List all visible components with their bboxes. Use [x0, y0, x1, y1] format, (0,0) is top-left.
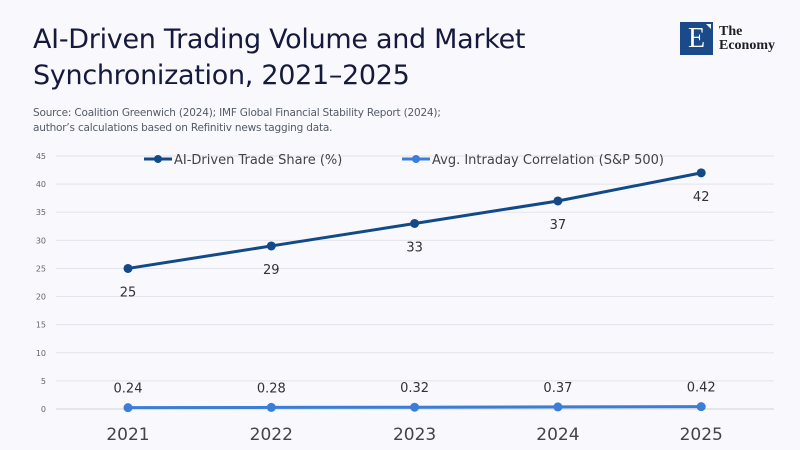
data-point	[553, 402, 563, 412]
legend-label: AI-Driven Trade Share (%)	[174, 153, 342, 168]
y-tick-label: 45	[36, 152, 46, 161]
data-point	[123, 403, 133, 413]
legend-label: Avg. Intraday Correlation (S&P 500)	[432, 153, 664, 168]
data-point	[266, 241, 276, 251]
y-tick-label: 40	[36, 180, 46, 189]
data-point	[696, 402, 706, 412]
y-tick-label: 0	[41, 405, 46, 414]
the-economy-logo-icon: E	[680, 22, 713, 55]
legend: AI-Driven Trade Share (%) Avg. Intraday C…	[144, 153, 664, 168]
data-label: 25	[120, 285, 137, 300]
legend-item: Avg. Intraday Correlation (S&P 500)	[402, 153, 664, 168]
gridlines	[56, 155, 774, 410]
legend-marker-icon	[154, 155, 162, 163]
logo-text: The Economy	[719, 23, 775, 53]
y-tick-label: 10	[36, 349, 46, 358]
x-tick-label: 2022	[250, 425, 293, 445]
y-axis: 0 5 10 15 20 25 30 35 40 45	[36, 152, 46, 414]
y-tick-label: 15	[36, 321, 46, 330]
publisher-logo: E The Economy	[680, 22, 775, 55]
data-label: 0.28	[257, 381, 286, 396]
x-tick-label: 2021	[106, 425, 149, 445]
data-label: 37	[550, 218, 567, 233]
x-tick-label: 2023	[393, 425, 436, 445]
data-point	[410, 218, 420, 228]
chart-title: AI-Driven Trading Volume and Market Sync…	[33, 24, 526, 91]
y-tick-label: 5	[41, 377, 46, 386]
logo-line-1: The	[719, 23, 743, 39]
data-label: 0.37	[543, 381, 572, 396]
data-point	[266, 402, 276, 412]
source-line-1: Source: Coalition Greenwich (2024); IMF …	[33, 107, 441, 119]
series-intraday-correlation: 0.24 0.28 0.32 0.37 0.42	[114, 381, 716, 413]
data-label: 33	[406, 240, 423, 255]
data-point	[123, 263, 133, 273]
data-point	[696, 168, 706, 178]
x-axis: 2021 2022 2023 2024 2025	[106, 425, 722, 445]
data-label: 29	[263, 263, 280, 278]
y-tick-label: 30	[36, 236, 46, 245]
data-label: 0.42	[687, 381, 716, 396]
data-label: 42	[693, 190, 710, 205]
y-tick-label: 35	[36, 208, 46, 217]
series-ai-trade-share: 25 29 33 37 42	[120, 168, 710, 300]
data-label: 0.32	[400, 381, 429, 396]
series-group: 25 29 33 37 42 0.24 0.28 0.32 0.37 0.42	[114, 168, 716, 413]
logo-line-2: Economy	[719, 37, 775, 53]
source-line-2: author’s calculations based on Refinitiv…	[33, 122, 333, 134]
source-note: Source: Coalition Greenwich (2024); IMF …	[33, 106, 553, 136]
data-label: 0.24	[114, 382, 143, 397]
data-point	[553, 196, 563, 206]
legend-marker-icon	[412, 155, 420, 163]
legend-item: AI-Driven Trade Share (%)	[144, 153, 342, 168]
y-tick-label: 20	[36, 293, 46, 302]
data-point	[410, 402, 420, 412]
x-tick-label: 2025	[680, 425, 723, 445]
y-tick-label: 25	[36, 264, 46, 273]
x-tick-label: 2024	[536, 425, 579, 445]
